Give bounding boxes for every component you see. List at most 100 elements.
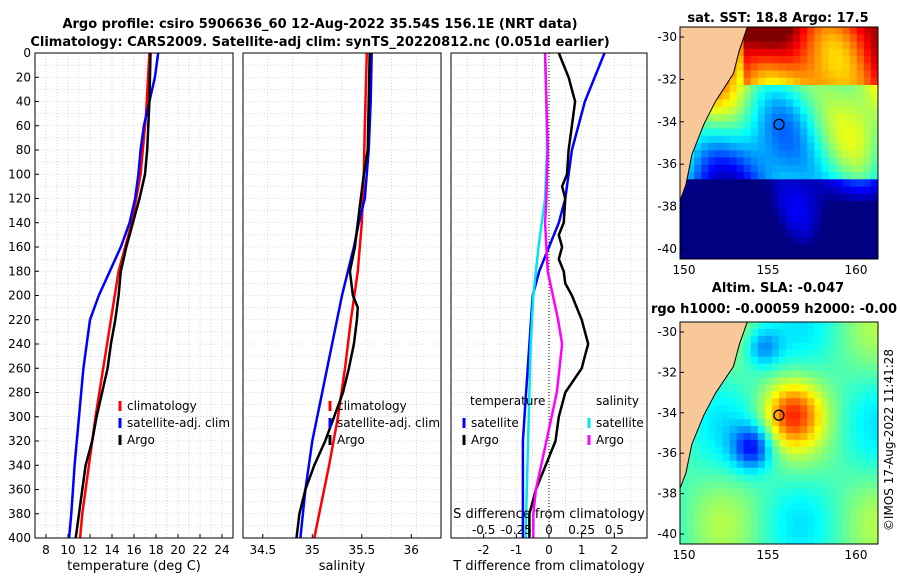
sst-cell <box>800 85 808 93</box>
sst-cell <box>687 179 695 188</box>
sla-cell <box>722 488 731 496</box>
sla-cell <box>800 467 808 476</box>
sst-cell <box>743 230 752 238</box>
sst-cell <box>814 48 823 57</box>
sla-cell <box>708 537 716 544</box>
sla-cell <box>821 322 830 330</box>
sst-cell <box>764 150 773 159</box>
sst-cell <box>764 121 773 130</box>
sst-cell <box>757 201 766 209</box>
sst-cell <box>779 34 787 43</box>
sst-cell <box>828 56 837 64</box>
sla-cell <box>863 328 872 337</box>
sla-cell <box>729 412 738 420</box>
sla-cell <box>771 481 780 490</box>
sst-cell <box>701 251 709 259</box>
sst-cell <box>694 237 702 246</box>
sla-cell <box>849 377 858 385</box>
sla-cell <box>771 356 780 365</box>
sst-cell <box>856 150 865 159</box>
sst-cell <box>708 237 716 246</box>
sla-cell <box>743 467 752 476</box>
sla-cell <box>757 467 766 476</box>
sla-cell <box>786 370 794 379</box>
sla-cell <box>870 412 878 420</box>
sst-cell <box>814 41 823 50</box>
sst-cell <box>800 215 808 224</box>
sla-cell <box>842 363 851 372</box>
sla-cell <box>771 502 780 510</box>
sla-cell <box>729 537 738 544</box>
sla-cell <box>863 523 872 531</box>
sla-cell <box>807 495 815 503</box>
sla-cell <box>821 523 830 531</box>
sst-cell <box>757 230 766 238</box>
sst-cell <box>687 208 695 217</box>
sst-cell <box>849 143 858 151</box>
sst-cell <box>715 150 724 159</box>
sla-cell <box>793 363 801 372</box>
sla-cell <box>764 481 773 490</box>
sla-cell <box>736 384 745 392</box>
sst-cell <box>715 244 724 253</box>
sla-cell <box>764 342 773 351</box>
sst-cell <box>743 201 752 209</box>
sla-cell <box>764 537 773 544</box>
sst-cell <box>807 121 815 130</box>
sst-cell <box>870 215 878 224</box>
sst-cell <box>779 85 787 93</box>
sla-cell <box>750 363 759 372</box>
sla-cell <box>835 495 844 503</box>
sst-cell <box>757 70 766 79</box>
sst-cell <box>715 251 724 259</box>
sla-cell <box>786 426 794 434</box>
sst-cell <box>863 27 872 35</box>
sla-cell <box>750 405 759 413</box>
sst-cell <box>863 230 872 238</box>
sla-cell <box>814 363 823 372</box>
sst-cell <box>835 135 844 144</box>
sst-cell <box>694 215 702 224</box>
sst-cell <box>764 157 773 166</box>
sst-cell <box>842 128 851 137</box>
sst-cell <box>779 106 787 115</box>
sst-cell <box>856 186 865 195</box>
sla-cell <box>764 426 773 434</box>
sla-cell <box>786 405 794 413</box>
sla-cell <box>779 433 787 441</box>
sla-cell <box>680 502 688 510</box>
sst-cell <box>722 222 731 231</box>
sst-cell <box>821 128 830 137</box>
sst-cell <box>870 230 878 238</box>
sst-cell <box>701 164 709 173</box>
sla-cell <box>828 335 837 344</box>
sst-cell <box>793 114 801 122</box>
sst-cell <box>835 121 844 130</box>
sst-cell <box>828 208 837 217</box>
sst-cell <box>701 244 709 253</box>
sla-cell <box>722 398 731 406</box>
sla-cell <box>800 322 808 330</box>
y-tick-label: 220 <box>8 313 31 327</box>
series-line <box>295 52 371 539</box>
sla-cell <box>849 391 858 399</box>
sst-cell <box>687 237 695 246</box>
sst-cell <box>779 135 787 144</box>
sst-cell <box>757 63 766 72</box>
sst-cell <box>828 143 837 151</box>
sst-cell <box>722 128 731 137</box>
sst-cell <box>708 164 716 173</box>
sla-cell <box>842 426 851 434</box>
sla-cell <box>729 530 738 538</box>
sst-cell <box>750 244 759 253</box>
sla-cell <box>687 523 695 531</box>
sla-cell <box>870 335 878 344</box>
sst-cell <box>856 63 865 72</box>
sst-cell <box>814 143 823 151</box>
sst-cell <box>828 230 837 238</box>
sst-cell <box>757 186 766 195</box>
legend-entry: satellite <box>596 416 644 430</box>
sla-cell <box>828 502 837 510</box>
sst-cell <box>842 121 851 130</box>
